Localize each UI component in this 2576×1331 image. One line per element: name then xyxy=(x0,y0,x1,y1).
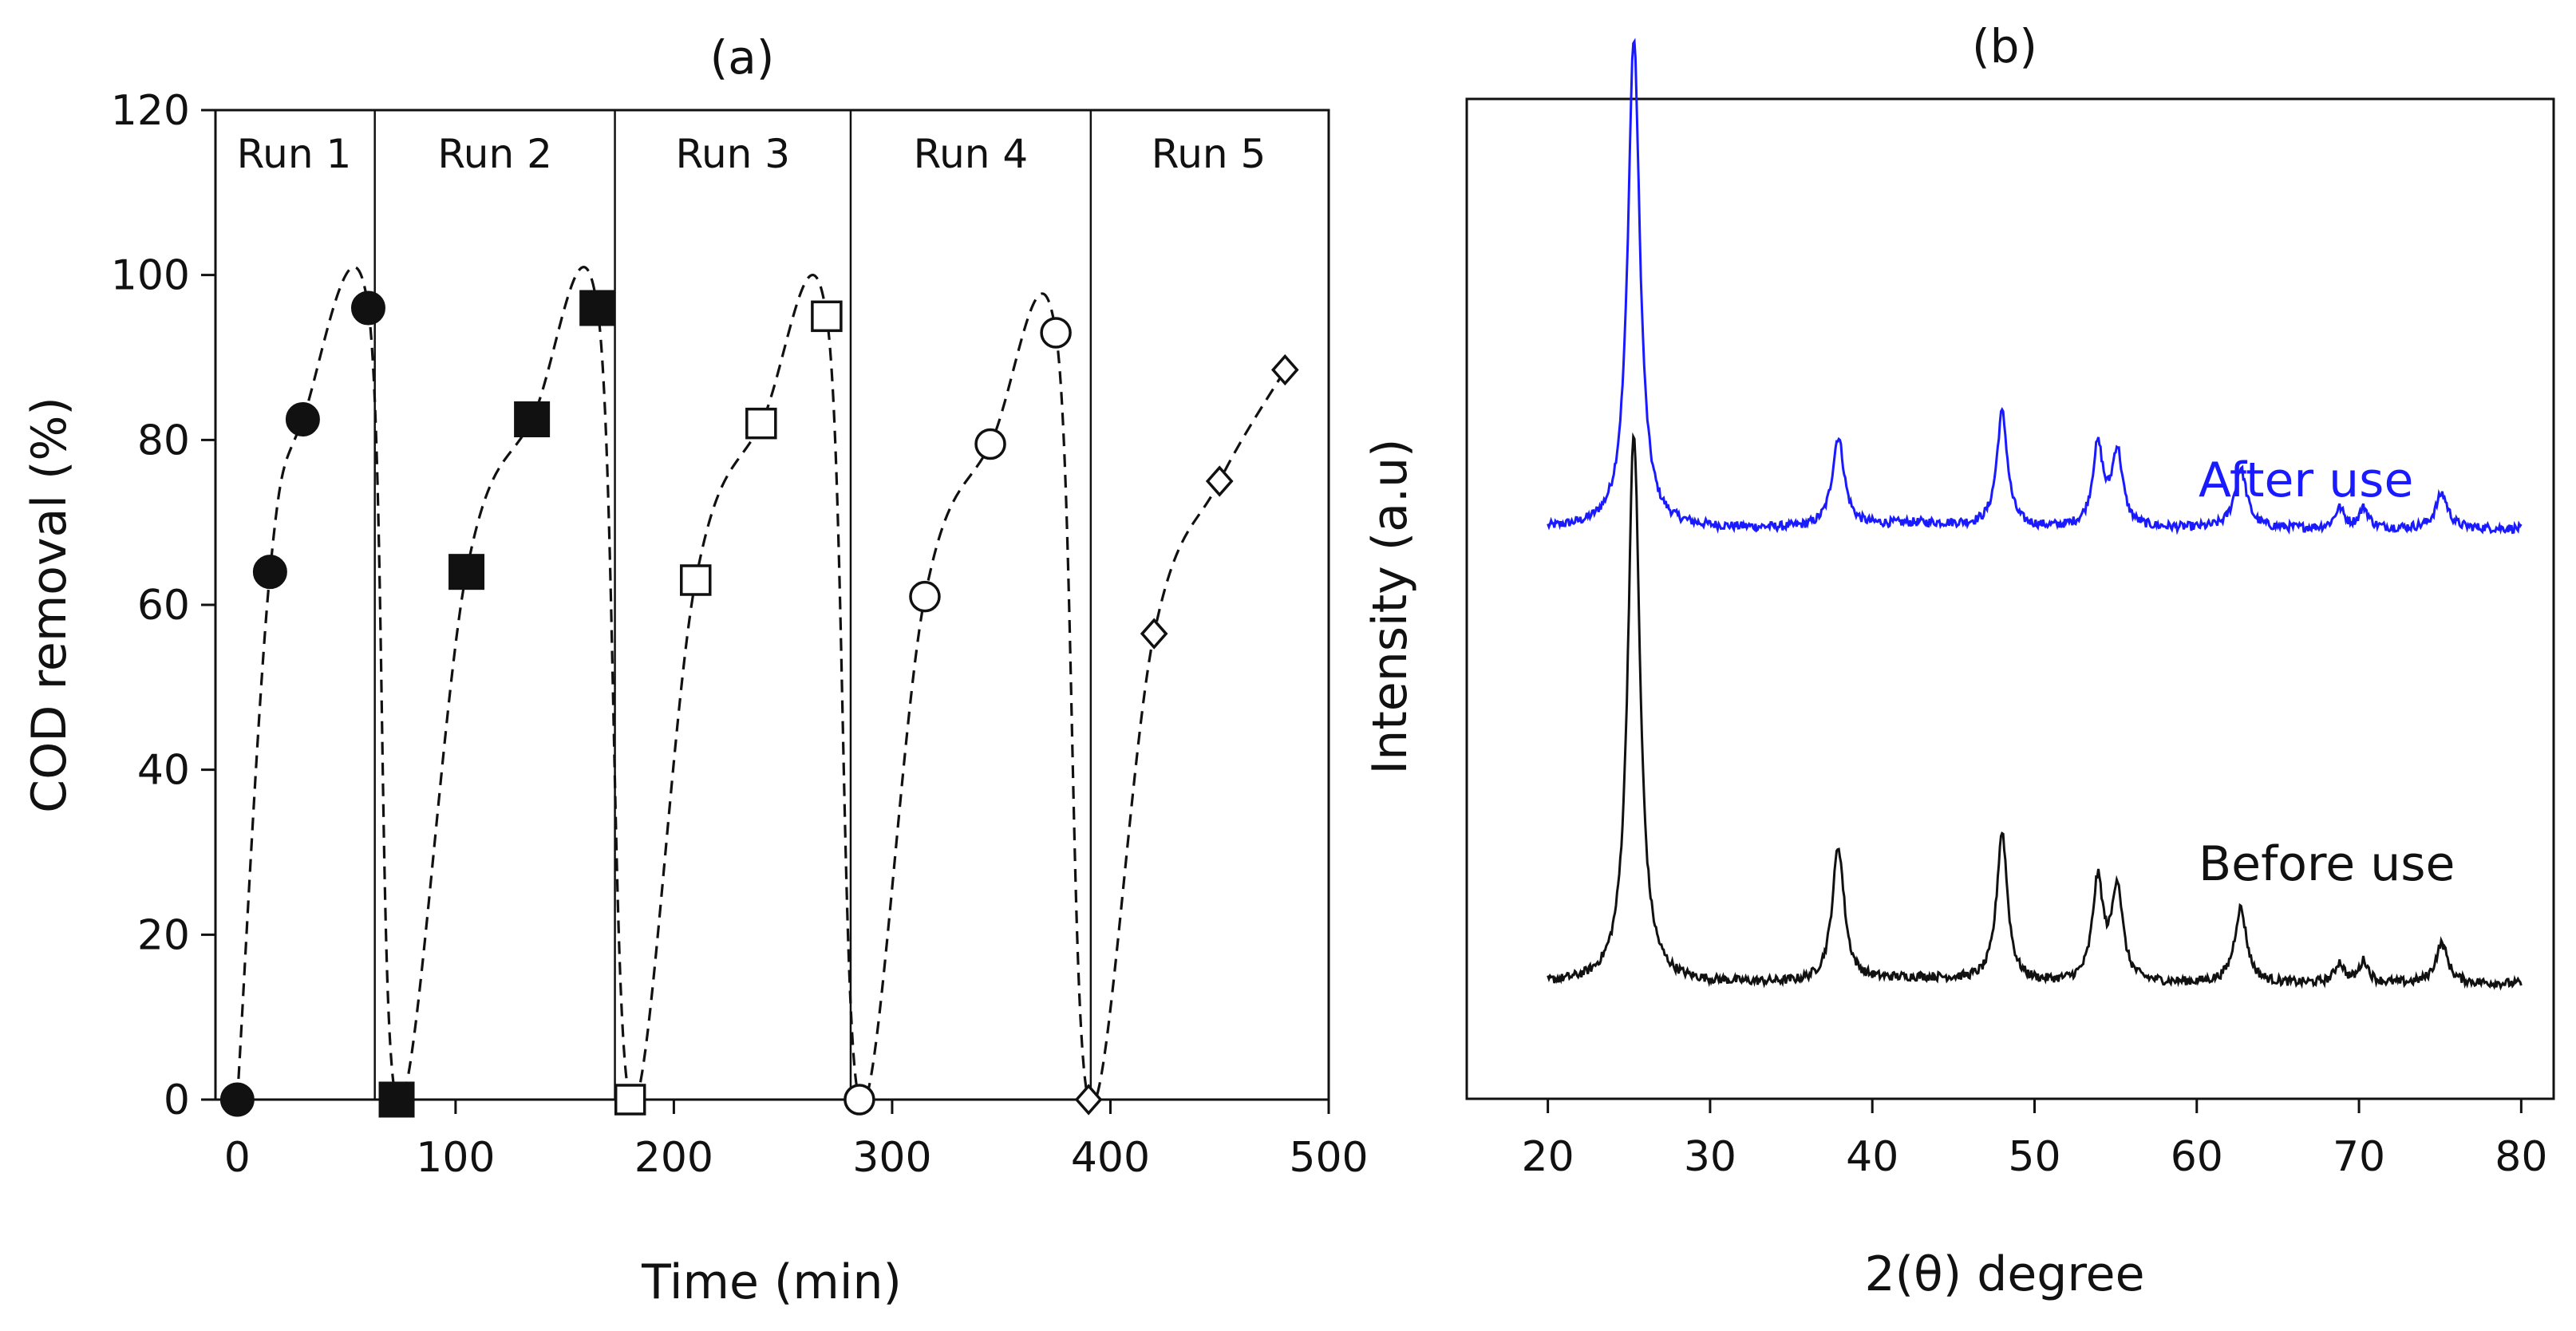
before-use-label: Before use xyxy=(2199,836,2455,892)
y-tick-label: 100 xyxy=(111,252,190,300)
x-tick-label: 200 xyxy=(634,1134,713,1182)
marker-run1-point1 xyxy=(219,1082,255,1117)
marker-run5-point4 xyxy=(1270,353,1299,386)
x-tick-label-b: 70 xyxy=(2333,1133,2385,1181)
y-axis-ticks: 0 20 40 60 80 100 120 xyxy=(111,87,215,1124)
x-axis-ticks: 0 100 200 300 400 500 xyxy=(224,1100,1369,1182)
panel-b: (b) 20 30 40 50 60 70 80 After use Before use … xyxy=(1362,19,2555,1302)
marker-run2-point2 xyxy=(448,554,485,590)
run-markers xyxy=(219,290,1299,1118)
marker-run3-point3 xyxy=(745,407,777,440)
marker-run5-point2 xyxy=(1140,618,1168,650)
x-tick-label: 0 xyxy=(224,1134,251,1182)
before-use-trace xyxy=(1547,432,2523,991)
x-tick-label: 100 xyxy=(416,1134,495,1182)
marker-run2-point4 xyxy=(579,290,616,326)
y-axis-title: COD removal (%) xyxy=(22,397,77,813)
marker-run4-point2 xyxy=(909,580,941,613)
panel-a: (a) Run 1 Run 2 Run 3 Run 4 Run 5 0 100 200 300… xyxy=(22,30,1369,1310)
cod-dashed-line xyxy=(235,266,1286,1106)
y-tick-label: 120 xyxy=(111,87,190,135)
after-use-label: After use xyxy=(2199,452,2413,508)
panel-a-plot-frame xyxy=(214,109,1330,1101)
marker-run5-point1 xyxy=(1074,1084,1103,1116)
run-label-3: Run 3 xyxy=(675,131,790,177)
run-label-5: Run 5 xyxy=(1152,131,1266,177)
x-axis-ticks-b: 20 30 40 50 60 70 80 xyxy=(1522,1099,2547,1181)
x-tick-label-b: 20 xyxy=(1522,1133,1574,1181)
y-tick-label: 0 xyxy=(164,1076,190,1124)
run-dashed-lines xyxy=(235,266,1286,1106)
marker-run3-point2 xyxy=(680,564,712,596)
x-tick-label: 500 xyxy=(1289,1134,1368,1182)
marker-run5-point3 xyxy=(1205,465,1234,497)
marker-run2-point3 xyxy=(514,401,551,437)
y-tick-label: 80 xyxy=(137,417,190,464)
panel-b-title: (b) xyxy=(1972,19,2037,73)
panel-a-title: (a) xyxy=(710,30,775,85)
y-tick-label: 40 xyxy=(137,747,190,795)
run-dividers xyxy=(373,110,1092,1100)
y-axis-title-b: Intensity (a.u) xyxy=(1362,439,1418,775)
marker-run3-point4 xyxy=(811,300,843,333)
after-use-trace xyxy=(1547,38,2523,535)
run-label-1: Run 1 xyxy=(237,131,352,177)
marker-run4-point3 xyxy=(974,428,1006,460)
x-axis-title-b: 2(θ) degree xyxy=(1864,1246,2144,1302)
x-tick-label-b: 60 xyxy=(2171,1133,2223,1181)
marker-run3-point1 xyxy=(614,1084,646,1116)
marker-run1-point2 xyxy=(252,555,287,590)
x-tick-label-b: 30 xyxy=(1684,1133,1736,1181)
y-tick-label: 60 xyxy=(137,582,190,630)
panel-b-plot-frame xyxy=(1465,97,2555,1100)
run-label-2: Run 2 xyxy=(437,131,552,177)
x-tick-label: 400 xyxy=(1071,1134,1150,1182)
marker-run4-point4 xyxy=(1040,317,1072,349)
run-labels: Run 1 Run 2 Run 3 Run 4 Run 5 xyxy=(237,131,1266,177)
xrd-traces xyxy=(1547,38,2523,991)
x-axis-title: Time (min) xyxy=(641,1254,902,1310)
marker-run1-point4 xyxy=(350,290,385,326)
x-tick-label-b: 50 xyxy=(2008,1133,2060,1181)
marker-run4-point1 xyxy=(844,1084,875,1116)
x-tick-label-b: 40 xyxy=(1846,1133,1898,1181)
marker-run2-point1 xyxy=(378,1081,415,1118)
run-label-4: Run 4 xyxy=(914,131,1029,177)
x-tick-label-b: 80 xyxy=(2495,1133,2547,1181)
x-tick-label: 300 xyxy=(852,1134,931,1182)
y-tick-label: 20 xyxy=(137,911,190,959)
marker-run1-point3 xyxy=(285,402,320,436)
